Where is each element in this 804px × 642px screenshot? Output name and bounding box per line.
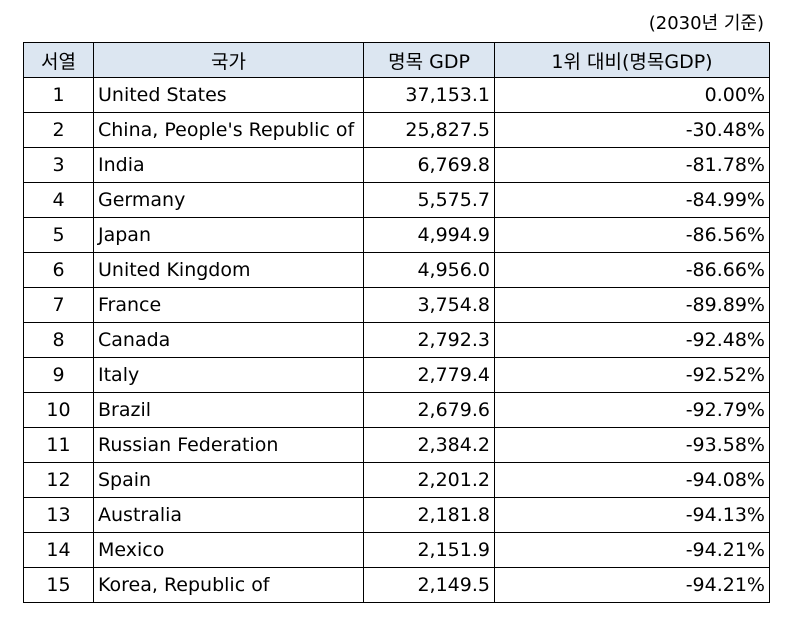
gdp-cell: 37,153.1 — [363, 77, 495, 113]
rank-cell: 11 — [23, 427, 94, 463]
table-row: 14 Mexico 2,151.9 -94.21% — [23, 532, 770, 568]
ratio-cell: -94.21% — [494, 532, 770, 568]
gdp-cell: 25,827.5 — [363, 112, 495, 148]
header-rank: 서열 — [23, 42, 94, 78]
gdp-cell: 2,779.4 — [363, 357, 495, 393]
header-country: 국가 — [93, 42, 364, 78]
table-row: 12 Spain 2,201.2 -94.08% — [23, 462, 770, 498]
rank-cell: 10 — [23, 392, 94, 428]
ratio-cell: -93.58% — [494, 427, 770, 463]
gdp-cell: 5,575.7 — [363, 182, 495, 218]
table-header: 서열 국가 명목 GDP 1위 대비(명목GDP) — [23, 42, 770, 78]
table-row: 15 Korea, Republic of 2,149.5 -94.21% — [23, 567, 770, 603]
ratio-cell: -81.78% — [494, 147, 770, 183]
country-cell: Brazil — [93, 392, 364, 428]
rank-cell: 14 — [23, 532, 94, 568]
gdp-cell: 2,384.2 — [363, 427, 495, 463]
ratio-cell: -89.89% — [494, 287, 770, 323]
table-row: 11 Russian Federation 2,384.2 -93.58% — [23, 427, 770, 463]
gdp-cell: 6,769.8 — [363, 147, 495, 183]
table-row: 8 Canada 2,792.3 -92.48% — [23, 322, 770, 358]
rank-cell: 15 — [23, 567, 94, 603]
country-cell: India — [93, 147, 364, 183]
table-row: 9 Italy 2,779.4 -92.52% — [23, 357, 770, 393]
country-cell: France — [93, 287, 364, 323]
rank-cell: 7 — [23, 287, 94, 323]
gdp-cell: 2,181.8 — [363, 497, 495, 533]
rank-cell: 3 — [23, 147, 94, 183]
ratio-cell: -30.48% — [494, 112, 770, 148]
rank-cell: 12 — [23, 462, 94, 498]
country-cell: China, People's Republic of — [93, 112, 364, 148]
country-cell: Australia — [93, 497, 364, 533]
table-row: 10 Brazil 2,679.6 -92.79% — [23, 392, 770, 428]
country-cell: United States — [93, 77, 364, 113]
country-cell: Spain — [93, 462, 364, 498]
ratio-cell: -92.52% — [494, 357, 770, 393]
gdp-cell: 4,956.0 — [363, 252, 495, 288]
ratio-cell: -94.13% — [494, 497, 770, 533]
ratio-cell: -86.56% — [494, 217, 770, 253]
country-cell: Russian Federation — [93, 427, 364, 463]
gdp-cell: 2,201.2 — [363, 462, 495, 498]
table-row: 2 China, People's Republic of 25,827.5 -30.… — [23, 112, 770, 148]
country-cell: Japan — [93, 217, 364, 253]
gdp-cell: 2,149.5 — [363, 567, 495, 603]
table-row: 3 India 6,769.8 -81.78% — [23, 147, 770, 183]
basis-year-note: (2030년 기준) — [648, 13, 764, 34]
ratio-cell: -94.08% — [494, 462, 770, 498]
gdp-cell: 2,679.6 — [363, 392, 495, 428]
gdp-cell: 4,994.9 — [363, 217, 495, 253]
rank-cell: 4 — [23, 182, 94, 218]
ratio-cell: -84.99% — [494, 182, 770, 218]
gdp-cell: 2,792.3 — [363, 322, 495, 358]
table-row: 6 United Kingdom 4,956.0 -86.66% — [23, 252, 770, 288]
ratio-cell: 0.00% — [494, 77, 770, 113]
table-row: 7 France 3,754.8 -89.89% — [23, 287, 770, 323]
country-cell: Canada — [93, 322, 364, 358]
gdp-ranking-table: 서열 국가 명목 GDP 1위 대비(명목GDP) 1 United States… — [23, 42, 770, 603]
rank-cell: 8 — [23, 322, 94, 358]
header-row: 서열 국가 명목 GDP 1위 대비(명목GDP) — [23, 42, 770, 78]
country-cell: Korea, Republic of — [93, 567, 364, 603]
table-body: 1 United States 37,153.1 0.00% 2 China, Peopl… — [23, 77, 770, 603]
header-ratio: 1위 대비(명목GDP) — [494, 42, 770, 78]
country-cell: Germany — [93, 182, 364, 218]
table-row: 5 Japan 4,994.9 -86.56% — [23, 217, 770, 253]
header-gdp: 명목 GDP — [363, 42, 495, 78]
rank-cell: 1 — [23, 77, 94, 113]
rank-cell: 9 — [23, 357, 94, 393]
country-cell: Mexico — [93, 532, 364, 568]
country-cell: United Kingdom — [93, 252, 364, 288]
rank-cell: 13 — [23, 497, 94, 533]
ratio-cell: -92.48% — [494, 322, 770, 358]
gdp-cell: 3,754.8 — [363, 287, 495, 323]
rank-cell: 6 — [23, 252, 94, 288]
ratio-cell: -92.79% — [494, 392, 770, 428]
ratio-cell: -86.66% — [494, 252, 770, 288]
country-cell: Italy — [93, 357, 364, 393]
table-row: 4 Germany 5,575.7 -84.99% — [23, 182, 770, 218]
table-row: 1 United States 37,153.1 0.00% — [23, 77, 770, 113]
table-row: 13 Australia 2,181.8 -94.13% — [23, 497, 770, 533]
rank-cell: 2 — [23, 112, 94, 148]
gdp-cell: 2,151.9 — [363, 532, 495, 568]
rank-cell: 5 — [23, 217, 94, 253]
ratio-cell: -94.21% — [494, 567, 770, 603]
